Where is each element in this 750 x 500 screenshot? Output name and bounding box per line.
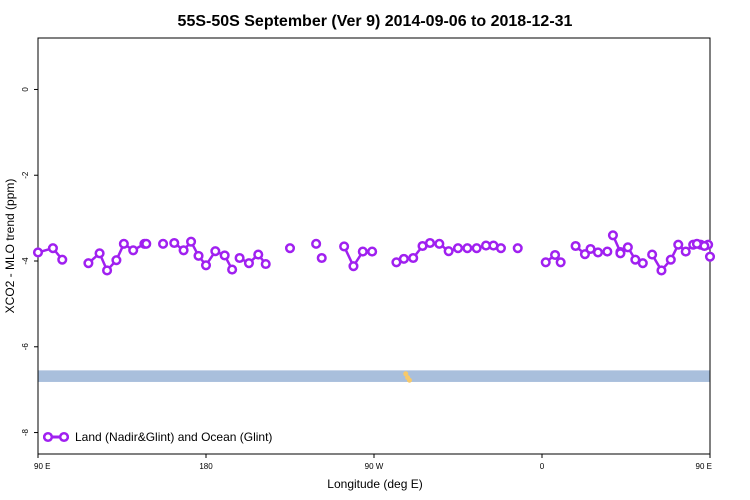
x-tick-label: 90 E [34,462,50,471]
data-point [462,243,473,254]
data-point [200,260,212,271]
y-tick-label: -4 [21,257,30,265]
x-tick-label: 90 E [696,462,712,471]
data-point [316,252,327,264]
data-point [227,264,238,275]
data-point [47,243,58,254]
data-point [210,246,221,257]
data-point [234,252,245,264]
data-point [243,258,254,269]
data-point [94,248,105,259]
data-point [57,254,68,265]
data-point [128,245,139,256]
data-point [607,230,618,241]
data-point [512,243,523,254]
highlight-point [403,371,409,377]
y-tick-label: -2 [21,171,30,179]
data-point [83,258,94,269]
data-point [647,249,658,260]
y-tick-label: -6 [21,343,30,351]
data-point [550,249,561,261]
color-band [38,370,710,382]
data-point [615,248,626,259]
data-point [102,265,113,276]
y-tick-label: 0 [21,87,30,92]
data-point [637,258,648,269]
data-point [339,241,350,252]
data-point [622,242,633,253]
series-line [238,252,267,265]
data-point [284,243,296,254]
data-point [452,243,464,254]
data-point [680,246,691,257]
data-point [253,249,264,260]
data-point [169,237,180,249]
data-point [673,239,684,250]
data-point [118,238,129,249]
data-point [178,245,189,256]
data-point [186,236,197,247]
x-tick-label: 180 [199,462,213,471]
data-point [656,265,667,276]
highlight-layer [403,371,412,383]
data-point [193,250,204,261]
x-axis-label: Longitude (deg E) [327,477,422,491]
color-band-layer [38,370,710,382]
data-point [141,238,152,249]
data-point [260,258,271,270]
legend-marker [42,431,54,443]
data-point [357,246,368,257]
data-point [348,261,359,272]
chart-title: 55S-50S September (Ver 9) 2014-09-06 to … [178,13,573,30]
data-point [704,251,716,262]
data-point [602,246,613,257]
y-axis-label: XCO2 - MLO trend (ppm) [3,179,17,314]
legend-marker [58,431,70,443]
data-point [408,252,419,264]
y-axis: 0 -2 -4 -6 -8 [21,87,38,436]
data-point [555,257,566,268]
y-tick-label: -8 [21,428,30,436]
data-point [443,246,454,257]
data-point [665,254,676,265]
x-tick-label: 0 [540,462,545,471]
data-point [424,237,436,249]
legend-label: Land (Nadir&Glint) and Ocean (Glint) [75,430,272,444]
data-point [570,240,581,252]
data-point [158,238,169,249]
legend: Land (Nadir&Glint) and Ocean (Glint) [42,430,272,444]
data-point [434,238,445,249]
x-tick-label: 90 W [365,462,384,471]
x-axis: 90 E 180 90 W 0 90 E [34,454,712,471]
data-point [32,247,44,258]
data-point [471,243,482,254]
data-point [592,247,604,258]
data-point [367,246,378,257]
data-point [699,240,710,252]
highlight-point [406,377,412,383]
data-point [398,253,409,264]
data-point [111,255,122,266]
data-point [540,257,551,268]
data-point [495,243,506,254]
data-point [311,238,322,249]
series-layer [32,230,716,276]
data-point [219,250,230,261]
